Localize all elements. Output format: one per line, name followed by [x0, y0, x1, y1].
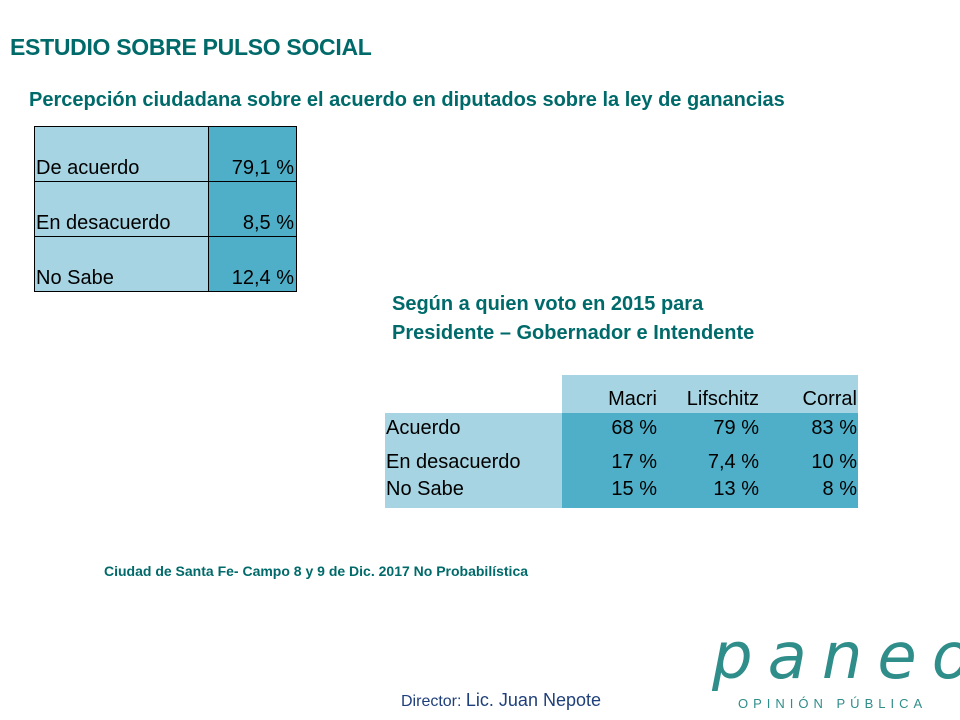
cell-macri: 68 % [562, 413, 661, 445]
row-value: 8,5 % [208, 181, 297, 237]
row-label: En desacuerdo [385, 445, 562, 475]
table-row: Acuerdo 68 % 79 % 83 % [385, 413, 858, 445]
paneo-logo: paneo [712, 620, 960, 694]
section-title-line-1: Según a quien voto en 2015 para [392, 293, 704, 315]
perception-table: De acuerdo 79,1 % En desacuerdo 8,5 % No… [34, 126, 297, 292]
logo-tagline: OPINIÓN PÚBLICA [738, 696, 928, 711]
director-label: Director: [401, 693, 462, 710]
table-header-row: Macri Lifschitz Corral [385, 375, 858, 413]
director-name: Lic. Juan Nepote [465, 690, 601, 710]
vote-breakdown-table: Macri Lifschitz Corral Acuerdo 68 % 79 %… [385, 375, 858, 508]
column-header-lifschitz: Lifschitz [661, 375, 761, 413]
row-label: No Sabe [385, 475, 562, 508]
page-title: ESTUDIO SOBRE PULSO SOCIAL [10, 34, 372, 60]
table-row: No Sabe 12,4 % [34, 236, 297, 292]
row-label: De acuerdo [34, 126, 209, 182]
cell-lifschitz: 7,4 % [661, 445, 761, 475]
cell-macri: 15 % [562, 475, 661, 508]
section-title-line-2: Presidente – Gobernador e Intendente [392, 322, 755, 344]
row-value: 79,1 % [208, 126, 297, 182]
cell-lifschitz: 79 % [661, 413, 761, 445]
header-blank-cell [385, 375, 562, 413]
cell-corral: 8 % [761, 475, 858, 508]
table-row: En desacuerdo 17 % 7,4 % 10 % [385, 445, 858, 475]
cell-lifschitz: 13 % [661, 475, 761, 508]
column-header-corral: Corral [761, 375, 858, 413]
row-value: 12,4 % [208, 236, 297, 292]
cell-corral: 10 % [761, 445, 858, 475]
section-title: Según a quien voto en 2015 para Presiden… [392, 290, 754, 348]
table-row: En desacuerdo 8,5 % [34, 181, 297, 237]
cell-macri: 17 % [562, 445, 661, 475]
column-header-macri: Macri [562, 375, 661, 413]
survey-footnote: Ciudad de Santa Fe- Campo 8 y 9 de Dic. … [104, 563, 529, 579]
page-subtitle: Percepción ciudadana sobre el acuerdo en… [29, 89, 785, 111]
row-label: En desacuerdo [34, 181, 209, 237]
table-row: No Sabe 15 % 13 % 8 % [385, 475, 858, 508]
table-row: De acuerdo 79,1 % [34, 126, 297, 182]
row-label: Acuerdo [385, 413, 562, 445]
cell-corral: 83 % [761, 413, 858, 445]
row-label: No Sabe [34, 236, 209, 292]
director-credit: Director: Lic. Juan Nepote [401, 690, 601, 711]
